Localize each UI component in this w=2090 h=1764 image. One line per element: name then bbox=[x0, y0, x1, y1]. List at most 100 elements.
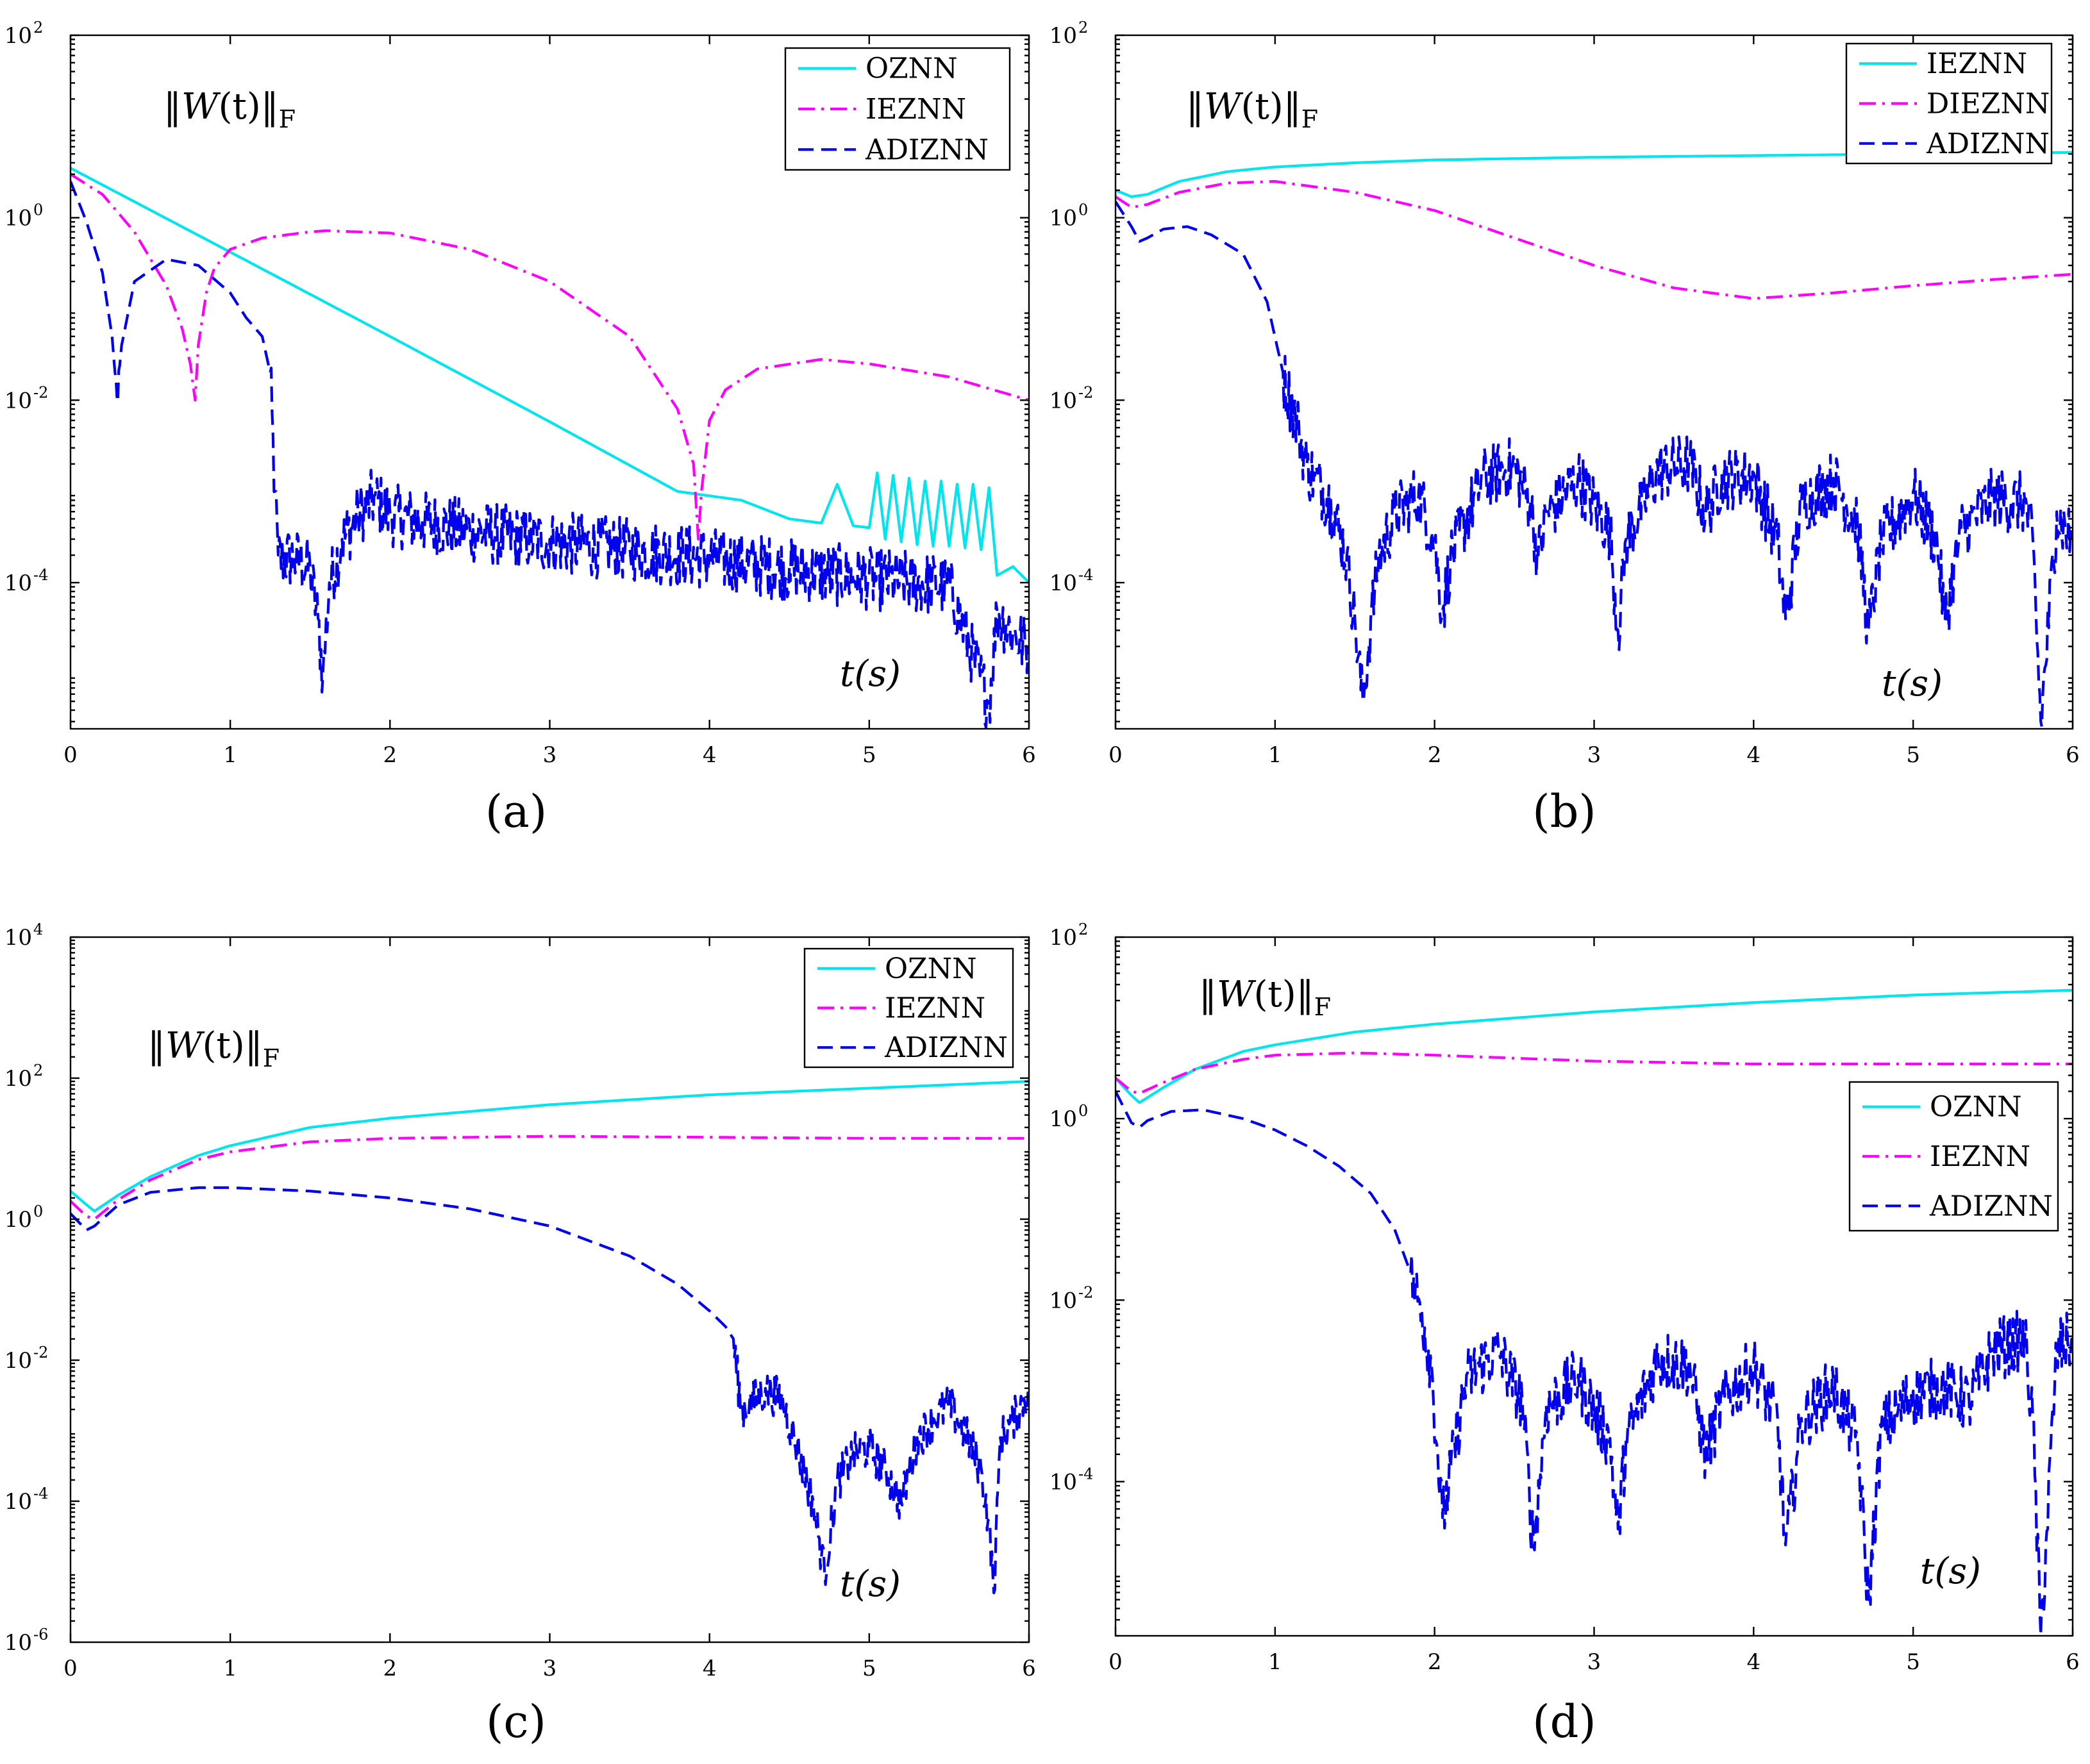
x-tick-label: 5 bbox=[1906, 742, 1920, 768]
series-line-oznn bbox=[71, 1079, 1029, 1213]
legend-label: OZNN bbox=[885, 953, 977, 985]
norm-annotation: ‖W(t)‖F bbox=[1186, 86, 1318, 133]
x-tick-label: 5 bbox=[1906, 1649, 1920, 1675]
y-tick-label: 10 bbox=[1049, 206, 1077, 231]
plot-area-frame bbox=[1114, 936, 2074, 1637]
y-tick-label: 10 bbox=[4, 388, 32, 413]
y-tick-exponent: 2 bbox=[33, 19, 43, 37]
legend-label: ADIZNN bbox=[1926, 128, 2050, 160]
x-tick-label: 5 bbox=[862, 1656, 876, 1681]
time-axis-label: t(s) bbox=[840, 1563, 901, 1605]
x-tick-label: 3 bbox=[1587, 742, 1601, 768]
legend-label: IEZNN bbox=[885, 992, 985, 1025]
y-tick-exponent: -4 bbox=[1078, 566, 1093, 584]
x-tick-label: 0 bbox=[63, 742, 78, 768]
y-tick-exponent: -2 bbox=[33, 1344, 48, 1361]
legend-label: ADIZNN bbox=[865, 133, 989, 166]
y-tick-exponent: 0 bbox=[33, 201, 43, 219]
y-tick-label: 10 bbox=[1049, 388, 1077, 413]
x-tick-label: 4 bbox=[1747, 742, 1761, 768]
x-tick-label: 2 bbox=[383, 742, 397, 768]
x-tick-label: 2 bbox=[383, 1656, 397, 1681]
x-tick-label: 4 bbox=[1747, 1649, 1761, 1675]
x-tick-label: 0 bbox=[1108, 1649, 1123, 1675]
y-tick-label: 10 bbox=[1049, 925, 1077, 951]
norm-annotation: ‖W(t)‖F bbox=[147, 1025, 280, 1072]
y-tick-exponent: -2 bbox=[33, 383, 48, 401]
norm-annotation: ‖W(t)‖F bbox=[1199, 974, 1331, 1021]
time-axis-label: t(s) bbox=[1920, 1551, 1981, 1592]
x-tick-label: 0 bbox=[1108, 742, 1123, 768]
series-line-ieznn bbox=[1116, 1051, 2073, 1095]
panel-label: (b) bbox=[1532, 785, 1596, 838]
y-tick-exponent: 2 bbox=[1078, 19, 1088, 37]
legend: OZNN IEZNN ADIZNN bbox=[1848, 1081, 2059, 1232]
legend: OZNN IEZNN ADIZNN bbox=[784, 47, 1011, 171]
x-tick-label: 1 bbox=[1268, 1649, 1282, 1675]
y-tick-label: 10 bbox=[4, 206, 32, 231]
x-tick-label: 6 bbox=[1022, 742, 1036, 768]
legend-label: ADIZNN bbox=[1929, 1190, 2053, 1222]
x-tick-label: 6 bbox=[2066, 1649, 2080, 1675]
y-tick-label: 10 bbox=[1049, 1288, 1077, 1313]
y-tick-label: 10 bbox=[4, 1489, 32, 1515]
x-tick-label: 2 bbox=[1428, 1649, 1442, 1675]
x-tick-label: 4 bbox=[703, 742, 717, 768]
time-axis-label: t(s) bbox=[1882, 663, 1943, 704]
y-tick-label: 10 bbox=[4, 925, 32, 951]
x-tick-label: 4 bbox=[703, 1656, 717, 1681]
x-tick-label: 6 bbox=[1022, 1656, 1036, 1681]
y-tick-label: 10 bbox=[4, 23, 32, 49]
series-line-ieznn bbox=[71, 173, 1029, 541]
x-tick-label: 1 bbox=[223, 1656, 237, 1681]
y-tick-exponent: -2 bbox=[1078, 1283, 1093, 1301]
series-line-adiznn bbox=[71, 1186, 1029, 1595]
x-tick-label: 1 bbox=[1268, 742, 1282, 768]
legend-label: IEZNN bbox=[1927, 47, 2027, 80]
x-tick-label: 5 bbox=[862, 742, 876, 768]
legend-label: DIEZNN bbox=[1927, 88, 2050, 121]
legend-label: IEZNN bbox=[1930, 1140, 2030, 1173]
x-tick-label: 2 bbox=[1428, 742, 1442, 768]
legend-label: ADIZNN bbox=[884, 1031, 1008, 1064]
legend: IEZNN DIEZNN ADIZNN bbox=[1845, 42, 2053, 165]
x-tick-label: 1 bbox=[223, 742, 237, 768]
y-tick-label: 10 bbox=[1049, 1469, 1077, 1495]
x-tick-label: 3 bbox=[543, 1656, 557, 1681]
y-tick-exponent: -4 bbox=[33, 566, 48, 584]
series-line-dieznn bbox=[1116, 179, 2073, 300]
y-tick-label: 10 bbox=[4, 1630, 32, 1656]
y-tick-exponent: -6 bbox=[33, 1626, 48, 1643]
series-line-ieznn bbox=[71, 1135, 1029, 1221]
legend-label: OZNN bbox=[1930, 1091, 2022, 1124]
legend-label: OZNN bbox=[865, 53, 958, 85]
norm-annotation: ‖W(t)‖F bbox=[163, 86, 296, 133]
y-tick-label: 10 bbox=[4, 1207, 32, 1233]
x-tick-label: 6 bbox=[2066, 742, 2080, 768]
y-tick-exponent: -4 bbox=[33, 1485, 48, 1502]
series-line-oznn bbox=[1116, 988, 2073, 1104]
y-tick-label: 10 bbox=[1049, 570, 1077, 596]
y-tick-label: 10 bbox=[1049, 1106, 1077, 1132]
series-line-adiznn bbox=[71, 181, 1029, 729]
y-tick-label: 10 bbox=[4, 570, 32, 596]
y-tick-exponent: 4 bbox=[33, 920, 43, 938]
y-tick-label: 10 bbox=[1049, 23, 1077, 49]
x-tick-label: 0 bbox=[63, 1656, 78, 1681]
x-tick-label: 3 bbox=[543, 742, 557, 768]
series-line-oznn bbox=[71, 167, 1029, 584]
y-tick-exponent: 0 bbox=[1078, 1102, 1088, 1120]
y-tick-exponent: -2 bbox=[1078, 383, 1093, 401]
y-tick-label: 10 bbox=[4, 1348, 32, 1374]
panel-label: (a) bbox=[485, 785, 547, 838]
y-tick-exponent: 0 bbox=[33, 1202, 43, 1220]
legend-label: IEZNN bbox=[865, 93, 966, 126]
x-tick-label: 3 bbox=[1587, 1649, 1601, 1675]
legend: OZNN IEZNN ADIZNN bbox=[803, 947, 1014, 1069]
y-tick-exponent: -4 bbox=[1078, 1465, 1093, 1483]
